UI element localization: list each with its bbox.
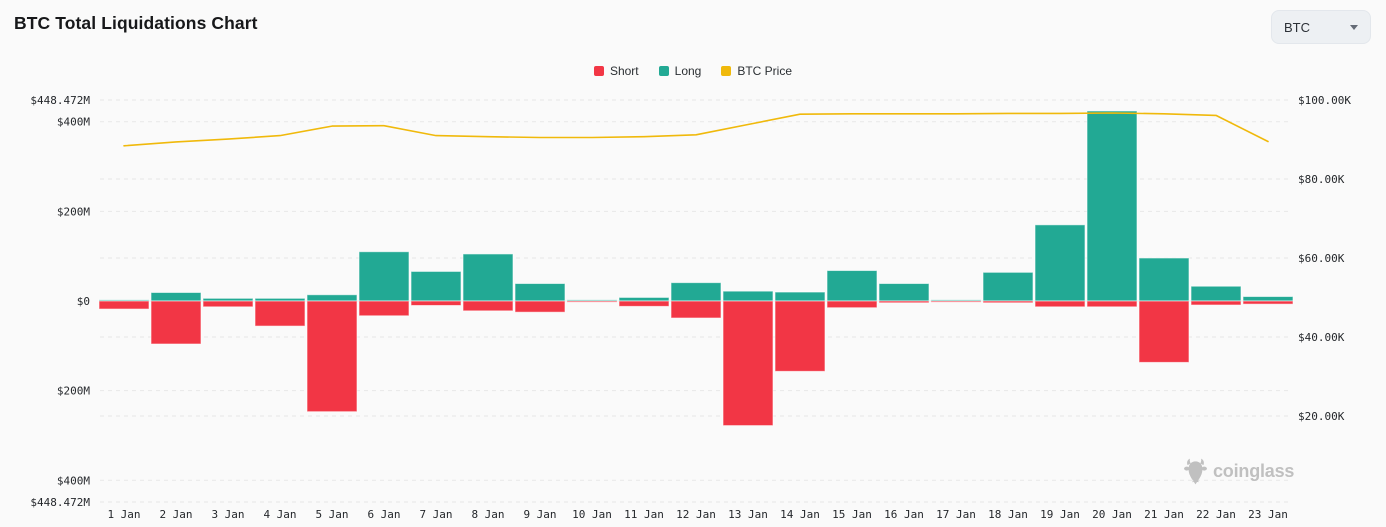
chart-legend: Short Long BTC Price xyxy=(0,64,1386,78)
short-bar-13-Jan[interactable] xyxy=(722,300,774,427)
right-axis-tick: $20.00K xyxy=(1298,410,1345,423)
short-bar-3-Jan[interactable] xyxy=(202,300,254,308)
x-axis-tick: 4 Jan xyxy=(263,508,296,521)
x-axis-tick: 17 Jan xyxy=(936,508,976,521)
legend-swatch xyxy=(593,66,604,76)
right-axis-tick: $100.00K xyxy=(1298,94,1351,107)
short-bar-19-Jan[interactable] xyxy=(1034,300,1086,308)
legend-label: Long xyxy=(674,64,702,78)
short-bar-1-Jan[interactable] xyxy=(98,300,150,310)
long-bar-8-Jan[interactable] xyxy=(462,253,514,302)
legend-item-btc-price[interactable]: BTC Price xyxy=(721,64,792,78)
left-axis-tick: $400M xyxy=(57,116,90,129)
short-bar-11-Jan[interactable] xyxy=(618,300,670,307)
x-axis-tick: 20 Jan xyxy=(1092,508,1132,521)
long-bar-20-Jan[interactable] xyxy=(1086,110,1138,302)
left-axis-tick: $448.472M xyxy=(30,94,90,107)
x-axis-tick: 1 Jan xyxy=(107,508,140,521)
x-axis-tick: 6 Jan xyxy=(367,508,400,521)
x-axis-tick: 21 Jan xyxy=(1144,508,1184,521)
short-bar-16-Jan[interactable] xyxy=(878,300,930,304)
x-axis-tick: 8 Jan xyxy=(471,508,504,521)
x-axis-tick: 14 Jan xyxy=(780,508,820,521)
short-bar-14-Jan[interactable] xyxy=(774,300,826,372)
x-axis-tick: 12 Jan xyxy=(676,508,716,521)
x-axis-tick: 16 Jan xyxy=(884,508,924,521)
short-bar-22-Jan[interactable] xyxy=(1190,300,1242,306)
short-bar-2-Jan[interactable] xyxy=(150,300,202,345)
btc-price-line xyxy=(123,112,1269,147)
left-axis-tick: $448.472M xyxy=(30,496,90,509)
x-axis-tick: 11 Jan xyxy=(624,508,664,521)
short-bar-10-Jan[interactable] xyxy=(566,300,618,303)
short-bar-17-Jan[interactable] xyxy=(930,300,982,303)
chevron-down-icon xyxy=(1350,25,1358,30)
long-bar-13-Jan[interactable] xyxy=(722,290,774,302)
long-bar-2-Jan[interactable] xyxy=(150,291,202,302)
short-bar-15-Jan[interactable] xyxy=(826,300,878,309)
legend-swatch xyxy=(658,66,669,76)
long-bar-7-Jan[interactable] xyxy=(410,270,462,302)
short-bar-6-Jan[interactable] xyxy=(358,300,410,317)
short-bar-20-Jan[interactable] xyxy=(1086,300,1138,308)
x-axis-tick: 13 Jan xyxy=(728,508,768,521)
coin-selector-value: BTC xyxy=(1284,19,1310,35)
short-bar-4-Jan[interactable] xyxy=(254,300,306,327)
legend-item-long[interactable]: Long xyxy=(658,64,702,78)
left-axis-tick: $200M xyxy=(57,205,90,218)
x-axis-tick: 9 Jan xyxy=(523,508,556,521)
short-bar-7-Jan[interactable] xyxy=(410,300,462,306)
x-axis-tick: 15 Jan xyxy=(832,508,872,521)
long-bar-14-Jan[interactable] xyxy=(774,291,826,302)
long-bar-21-Jan[interactable] xyxy=(1138,257,1190,302)
long-bar-11-Jan[interactable] xyxy=(618,296,670,302)
x-axis-tick: 2 Jan xyxy=(159,508,192,521)
long-bar-16-Jan[interactable] xyxy=(878,283,930,302)
left-axis-tick: $400M xyxy=(57,474,90,487)
long-bar-12-Jan[interactable] xyxy=(670,282,722,302)
long-bar-22-Jan[interactable] xyxy=(1190,285,1242,302)
x-axis-tick: 3 Jan xyxy=(211,508,244,521)
right-axis-tick: $40.00K xyxy=(1298,331,1345,344)
short-bar-23-Jan[interactable] xyxy=(1242,300,1294,305)
long-bar-6-Jan[interactable] xyxy=(358,251,410,302)
right-axis-tick: $80.00K xyxy=(1298,173,1345,186)
short-bar-8-Jan[interactable] xyxy=(462,300,514,312)
x-axis-tick: 23 Jan xyxy=(1248,508,1288,521)
legend-label: Short xyxy=(609,64,639,78)
short-bar-21-Jan[interactable] xyxy=(1138,300,1190,363)
long-bar-23-Jan[interactable] xyxy=(1242,296,1294,302)
x-axis-tick: 18 Jan xyxy=(988,508,1028,521)
short-bar-9-Jan[interactable] xyxy=(514,300,566,313)
x-axis-tick: 5 Jan xyxy=(315,508,348,521)
x-axis-tick: 7 Jan xyxy=(419,508,452,521)
long-bar-19-Jan[interactable] xyxy=(1034,224,1086,302)
x-axis-tick: 19 Jan xyxy=(1040,508,1080,521)
long-bar-15-Jan[interactable] xyxy=(826,270,878,302)
legend-item-short[interactable]: Short xyxy=(593,64,639,78)
long-bar-9-Jan[interactable] xyxy=(514,283,566,302)
x-axis-tick: 22 Jan xyxy=(1196,508,1236,521)
legend-label: BTC Price xyxy=(737,64,793,78)
right-axis-tick: $60.00K xyxy=(1298,252,1345,265)
short-bar-18-Jan[interactable] xyxy=(982,300,1034,304)
long-bar-5-Jan[interactable] xyxy=(306,294,358,302)
legend-swatch xyxy=(721,66,732,76)
left-axis-tick: $200M xyxy=(57,385,90,398)
page-title: BTC Total Liquidations Chart xyxy=(14,13,258,33)
short-bar-12-Jan[interactable] xyxy=(670,300,722,319)
short-bar-5-Jan[interactable] xyxy=(306,300,358,413)
x-axis-tick: 10 Jan xyxy=(572,508,612,521)
left-axis-tick: $0 xyxy=(77,295,90,308)
coin-selector-dropdown[interactable]: BTC xyxy=(1271,10,1371,44)
long-bar-18-Jan[interactable] xyxy=(982,271,1034,302)
